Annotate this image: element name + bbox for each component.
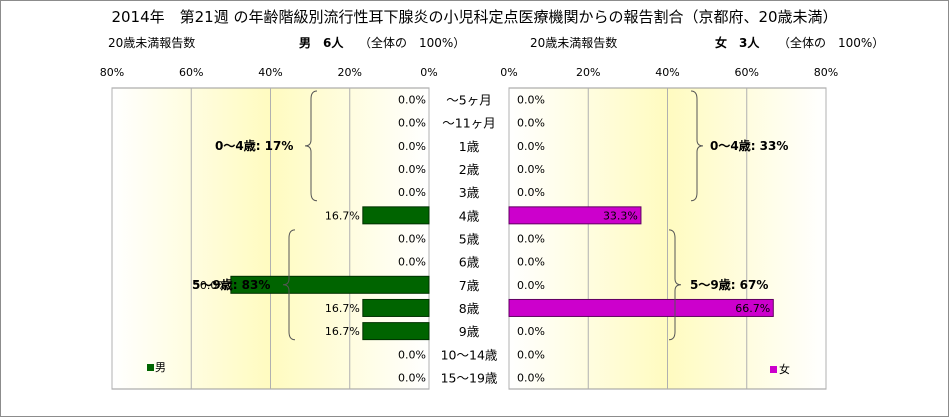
age-category-label: 〜11ヶ月: [442, 116, 495, 131]
age-category-label: 6歳: [459, 255, 480, 270]
female-brace-5-9: [668, 229, 682, 341]
age-category-label: 3歳: [459, 185, 480, 200]
male-header-label: 20歳未満報告数: [108, 36, 196, 50]
male-x-tick: 60%: [179, 66, 203, 79]
age-category-label: 5歳: [459, 232, 480, 247]
male-x-tick: 80%: [100, 66, 124, 79]
female-value-label: 0.0%: [517, 279, 545, 292]
female-header-label: 20歳未満報告数: [530, 36, 618, 50]
age-category-label: 2歳: [459, 162, 480, 177]
male-bar: [230, 275, 430, 294]
female-x-tick: 40%: [655, 66, 679, 79]
female-value-label: 0.0%: [517, 163, 545, 176]
male-value-label: 0.0%: [398, 94, 426, 107]
male-legend-swatch: [147, 364, 154, 371]
male-value-label: 0.0%: [398, 371, 426, 384]
male-x-tick: 40%: [258, 66, 282, 79]
male-value-label: 0.0%: [398, 233, 426, 246]
age-category-label: 9歳: [459, 324, 480, 339]
female-x-tick: 20%: [576, 66, 600, 79]
male-brace-0-4: [304, 90, 318, 202]
female-value-label: 0.0%: [517, 117, 545, 130]
male-value-label: 16.7%: [325, 209, 360, 222]
female-legend-swatch: [770, 366, 777, 373]
male-value-label: 0.0%: [398, 140, 426, 153]
male-summary: 男 6人: [299, 36, 344, 50]
age-category-label: 15〜19歳: [441, 370, 498, 385]
male-value-label: 0.0%: [398, 117, 426, 130]
female-value-label: 0.0%: [517, 94, 545, 107]
female-value-label: 0.0%: [517, 371, 545, 384]
male-value-label: 16.7%: [325, 325, 360, 338]
chart-title: 2014年 第21週 の年齢階級別流行性耳下腺炎の小児科定点医療機関からの報告割…: [111, 8, 838, 26]
male-group-label: 5〜9歳: 83%: [192, 277, 270, 292]
female-value-label: 33.3%: [603, 209, 638, 222]
female-brace-0-4: [690, 90, 704, 202]
male-bar: [362, 298, 430, 317]
female-value-label: 66.7%: [735, 302, 770, 315]
age-category-label: 1歳: [459, 139, 480, 154]
female-value-label: 0.0%: [517, 186, 545, 199]
age-category-label: 7歳: [459, 278, 480, 293]
male-x-tick: 0%: [420, 66, 437, 79]
female-summary: 女 3人: [715, 36, 760, 50]
male-count: 男 6人: [299, 34, 343, 51]
female-value-label: 0.0%: [517, 256, 545, 269]
male-total: （全体の 100%）: [359, 36, 466, 50]
male-legend-label: 男: [155, 361, 166, 374]
female-value-label: 0.0%: [517, 325, 545, 338]
age-category-label: 10〜14歳: [441, 347, 498, 362]
male-x-tick: 20%: [338, 66, 362, 79]
female-group-label: 0〜4歳: 33%: [710, 138, 788, 153]
female-legend-label: 女: [779, 362, 790, 376]
male-value-label: 0.0%: [398, 186, 426, 199]
female-value-label: 0.0%: [517, 348, 545, 361]
male-bar: [362, 322, 430, 341]
female-count: 女 3人: [715, 34, 759, 51]
female-bar: [508, 298, 774, 317]
age-category-label: 8歳: [459, 301, 480, 316]
female-total: （全体の 100%）: [778, 36, 885, 50]
age-category-label: 〜5ヶ月: [446, 93, 491, 108]
male-value-label: 0.0%: [398, 163, 426, 176]
female-group-label: 5〜9歳: 67%: [690, 277, 768, 292]
female-bar: [508, 206, 642, 225]
female-x-tick: 0%: [500, 66, 517, 79]
male-value-label: 50.0%: [193, 279, 228, 292]
male-value-label: 0.0%: [398, 256, 426, 269]
male-value-label: 0.0%: [398, 348, 426, 361]
female-value-label: 0.0%: [517, 140, 545, 153]
female-x-tick: 80%: [814, 66, 838, 79]
male-brace-5-9: [282, 229, 296, 341]
age-category-label: 4歳: [459, 208, 480, 223]
female-x-tick: 60%: [735, 66, 759, 79]
male-value-label: 16.7%: [325, 302, 360, 315]
male-group-label: 0〜4歳: 17%: [215, 138, 293, 153]
male-bar: [362, 206, 430, 225]
female-value-label: 0.0%: [517, 233, 545, 246]
